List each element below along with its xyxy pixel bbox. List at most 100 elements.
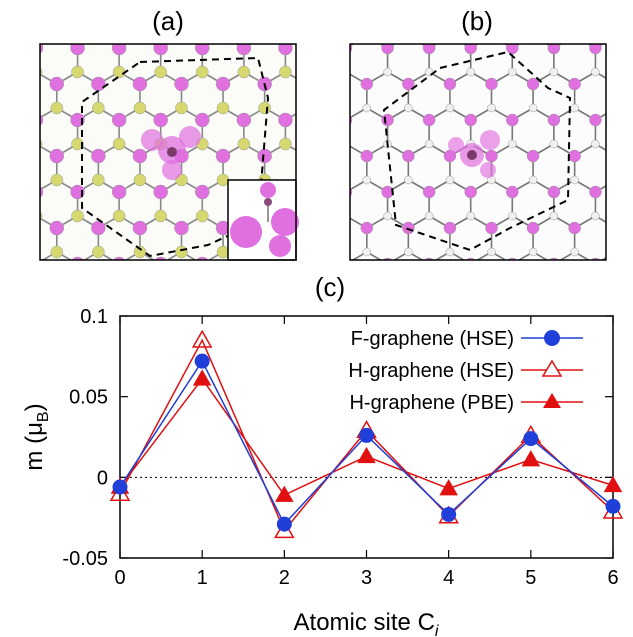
lattice-atom [258,5,272,19]
lattice-atom [402,6,414,18]
lattice-atom [175,101,188,115]
lattice-bond [325,144,346,156]
lattice-atom [402,221,415,235]
lattice-bond [388,288,409,300]
lattice-atom [112,137,126,151]
lattice-atom [30,354,42,366]
lattice-atom [195,112,210,128]
lattice-atom [362,247,372,257]
magnetic-moment-chart: -0.05 0 0.05 0.1 0 1 2 3 4 5 6 F-graphene (HSE) H… [21,306,624,637]
lattice-atom [422,113,436,127]
lattice-bond [554,288,575,300]
y-axis-title: m (μB) [21,403,52,470]
lattice-atom [467,284,475,292]
lattice-atom [361,294,373,306]
lattice-atom [528,175,538,185]
lattice-atom [381,113,394,127]
lattice-atom [71,209,84,223]
lattice-atom [319,150,331,162]
lattice-bond [161,288,182,300]
lattice-bond [595,288,616,300]
lattice-bond [408,0,429,12]
lattice-atom [424,139,434,149]
lattice-bond [265,288,286,300]
lattice-bond [575,288,596,300]
lattice-atom [568,221,581,235]
lattice-atom [299,293,313,307]
x-tick-label: 2 [279,567,290,589]
lattice-atom [259,30,271,42]
x-tick-label: 1 [197,567,208,589]
lattice-atom [92,245,105,259]
lattice-atom [422,185,436,199]
lattice-atom [300,390,312,402]
lattice-atom [529,32,537,40]
x-tick-label: 5 [525,567,536,589]
lattice-bond [388,0,409,12]
lattice-atom [71,329,85,343]
lattice-bond [98,360,119,372]
legend-marker-f-hse [544,330,560,346]
lattice-bond [98,288,119,300]
lattice-atom [589,330,601,342]
lattice-atom [422,44,436,55]
lattice-bond [202,288,223,300]
lattice-atom [508,284,516,292]
legend-label-h-pbe: H-graphene (PBE) [349,392,514,414]
lattice-atom [464,185,477,199]
lattice-atom [278,329,292,343]
lattice-atom [259,390,271,402]
data-point [603,475,623,493]
lattice-bond [15,144,36,156]
lattice-bond [57,0,78,12]
lattice-atom [570,103,579,113]
data-point [605,498,621,514]
lattice-atom [487,320,495,328]
lattice-atom [506,113,519,127]
panel-b-frame [349,43,607,261]
lattice-atom [174,293,188,307]
lattice-atom [8,293,22,307]
lattice-atom [527,6,539,18]
lattice-atom [175,245,188,259]
lattice-atom [133,365,147,379]
data-point [191,329,213,348]
lattice-bond [346,288,367,300]
lattice-bond [325,216,346,228]
lattice-bond [140,360,161,372]
lattice-atom [215,148,231,164]
panel-b-defect-density [448,130,500,178]
lattice-atom [508,139,517,149]
lattice-atom [196,282,208,294]
lattice-bond [244,288,265,300]
lattice-atom [92,101,105,115]
lattice-bond [78,360,99,372]
lattice-bond [78,0,99,12]
lattice-atom [258,365,272,379]
lattice-bond [119,324,140,336]
lattice-atom [50,365,64,379]
lattice-atom [196,256,209,260]
data-point [357,446,376,464]
lattice-atom [361,6,373,18]
lattice-atom [8,149,22,163]
lattice-atom [91,365,105,379]
x-tick-label: 6 [607,567,618,589]
lattice-atom [610,150,622,162]
lattice-atom [404,32,412,40]
lattice-bond [140,324,161,336]
lattice-atom [279,0,291,6]
lattice-atom [72,354,84,366]
lattice-bond [265,0,286,12]
lattice-bond [36,360,57,372]
lattice-bond [36,288,57,300]
lattice-bond [367,0,388,12]
lattice-bond [202,0,223,12]
lattice-bond [244,360,265,372]
lattice-atom [216,101,230,115]
lattice-atom [589,44,602,55]
lattice-atom [445,103,455,113]
lattice-atom [485,221,498,235]
lattice-bond [533,0,554,12]
